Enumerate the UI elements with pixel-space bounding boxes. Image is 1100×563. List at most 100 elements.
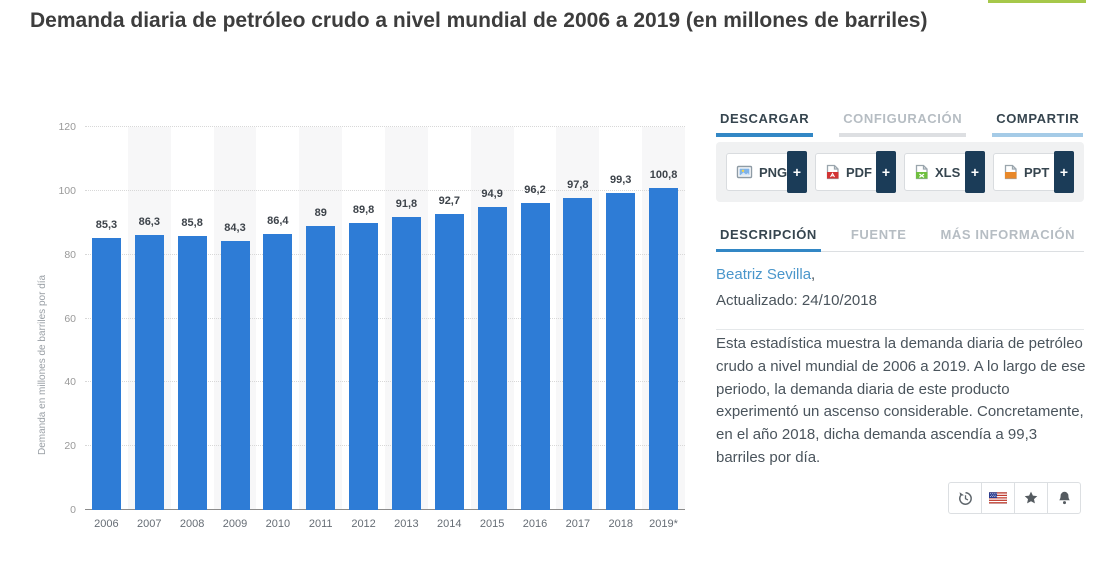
bar-value-label: 91,8 (395, 198, 418, 211)
gridline-120 (85, 126, 685, 127)
download-xls-plus-button[interactable]: + (965, 151, 985, 193)
y-tick-label: 20 (64, 440, 76, 453)
bar-2008[interactable] (177, 236, 207, 510)
author-row: Beatriz Sevilla, (716, 266, 815, 283)
bar-value-label: 84,3 (224, 221, 246, 234)
bar-2009[interactable] (220, 240, 250, 510)
download-label: XLS (935, 164, 961, 180)
x-tick-label: 2009 (222, 518, 248, 530)
y-tick-label: 40 (64, 376, 76, 389)
x-axis-line (85, 509, 685, 510)
x-tick-label: 2014 (437, 518, 462, 530)
bar-value-label: 85,8 (181, 217, 203, 230)
tab-configuraci-n[interactable]: CONFIGURACIÓN (839, 111, 967, 137)
x-tick-label: 2013 (394, 518, 419, 530)
bar-2014[interactable] (434, 214, 464, 510)
bar-2010[interactable] (263, 234, 293, 510)
download-label: PNG (759, 164, 788, 180)
ppt-file-icon (1003, 164, 1018, 180)
download-xls-button[interactable]: XLS + (904, 151, 985, 193)
bar-2007[interactable] (134, 234, 164, 510)
favorite-star-icon (1023, 490, 1039, 506)
bar-value-label: 96,2 (524, 183, 546, 196)
bar-value-label: 86,3 (138, 215, 160, 228)
description-text: Esta estadística muestra la demanda diar… (716, 335, 1086, 466)
bar-value-label: 89,8 (352, 204, 375, 217)
y-tick-label: 0 (70, 504, 76, 516)
panel-tabs: DESCARGAR CONFIGURACIÓN COMPARTIR (716, 111, 1100, 137)
bar-2015[interactable] (477, 207, 507, 510)
tab-m-s-informaci-n[interactable]: MÁS INFORMACIÓN (940, 227, 1076, 242)
download-png-button[interactable]: PNG + (726, 151, 807, 193)
bar-2018[interactable] (606, 193, 636, 510)
bar-2013[interactable] (391, 217, 421, 510)
tab-fuente[interactable]: FUENTE (850, 227, 907, 242)
tab-compartir[interactable]: COMPARTIR (992, 111, 1084, 137)
gridline-80 (85, 253, 685, 255)
x-tick-label: 2016 (522, 518, 548, 530)
x-tick-label: 2015 (479, 518, 505, 530)
download-label: PDF (846, 164, 872, 180)
bar-value-label: 94,9 (481, 188, 503, 201)
divider (716, 329, 1084, 330)
download-png-plus-button[interactable]: + (787, 151, 807, 193)
author-link[interactable]: Beatriz Sevilla (716, 266, 812, 283)
download-pdf-button[interactable]: PDF + (815, 151, 896, 193)
bar-value-label: 89 (314, 206, 327, 219)
y-tick-label: 80 (64, 248, 76, 261)
bar-2017[interactable] (563, 197, 593, 510)
x-tick-label: 2007 (137, 518, 162, 530)
bar-value-label: 92,7 (438, 195, 460, 208)
x-tick-label: 2011 (308, 518, 333, 530)
x-tick-label: 2008 (179, 518, 205, 530)
bar-2016[interactable] (520, 202, 550, 510)
y-axis-title: Demanda en millones de barriles por día (37, 274, 48, 456)
gridline-60 (85, 317, 685, 319)
x-tick-label: 2019* (649, 518, 678, 530)
gridline-20 (85, 445, 685, 447)
bar-value-label: 100,8 (649, 169, 678, 182)
history-icon (957, 490, 974, 507)
y-tick-label: 60 (64, 312, 76, 325)
x-tick-label: 2017 (565, 518, 591, 530)
favorite-star-button[interactable] (1014, 482, 1048, 514)
history-button[interactable] (948, 482, 982, 514)
bar-value-label: 86,4 (267, 215, 289, 228)
xls-file-icon (914, 164, 929, 180)
tab-descargar[interactable]: DESCARGAR (716, 111, 814, 137)
notification-bell-button[interactable] (1047, 482, 1081, 514)
bar-2012[interactable] (349, 223, 379, 510)
notification-bell-icon (1057, 490, 1072, 506)
english-version-flag-icon (989, 492, 1007, 504)
x-tick-label: 2006 (94, 518, 119, 530)
top-accent-strip (988, 0, 1086, 3)
bar-value-label: 85,3 (95, 218, 118, 231)
bar-2006[interactable] (91, 237, 121, 510)
download-ppt-button[interactable]: PPT + (993, 151, 1074, 193)
chart-plot-area: 0 20 40 60 80 100 120 85,3 2006 86,3 2007 85,8 2008 8… (58, 121, 685, 530)
page-title: Demanda diaria de petróleo crudo a nivel… (30, 9, 928, 32)
y-tick-label: 100 (58, 184, 76, 197)
gridline-40 (85, 381, 685, 383)
author-suffix: , (811, 266, 816, 283)
png-file-icon (736, 164, 753, 180)
updated-date: Actualizado: 24/10/2018 (716, 292, 877, 309)
gridline-100 (85, 189, 685, 191)
download-ppt-plus-button[interactable]: + (1054, 151, 1074, 193)
pdf-file-icon (825, 164, 840, 180)
download-label: PPT (1024, 164, 1050, 180)
bar-value-label: 97,8 (567, 178, 589, 191)
english-version-flag-button[interactable] (981, 482, 1015, 514)
x-tick-label: 2018 (608, 518, 633, 530)
x-tick-label: 2012 (351, 518, 376, 530)
download-pdf-plus-button[interactable]: + (876, 151, 896, 193)
bar-2019*[interactable] (649, 188, 679, 510)
tab-descripci-n[interactable]: DESCRIPCIÓN (716, 227, 821, 252)
info-tabs: DESCRIPCIÓN FUENTE MÁS INFORMACIÓN (716, 227, 1084, 252)
action-icon-bar (948, 482, 1081, 514)
download-panel: PNG + PDF + XLS + PPT + (716, 142, 1084, 202)
bar-chart: Demanda en millones de barriles por día … (30, 110, 702, 542)
y-tick-label: 120 (58, 121, 76, 133)
bar-2011[interactable] (306, 225, 336, 510)
bar-value-label: 99,3 (609, 174, 632, 187)
